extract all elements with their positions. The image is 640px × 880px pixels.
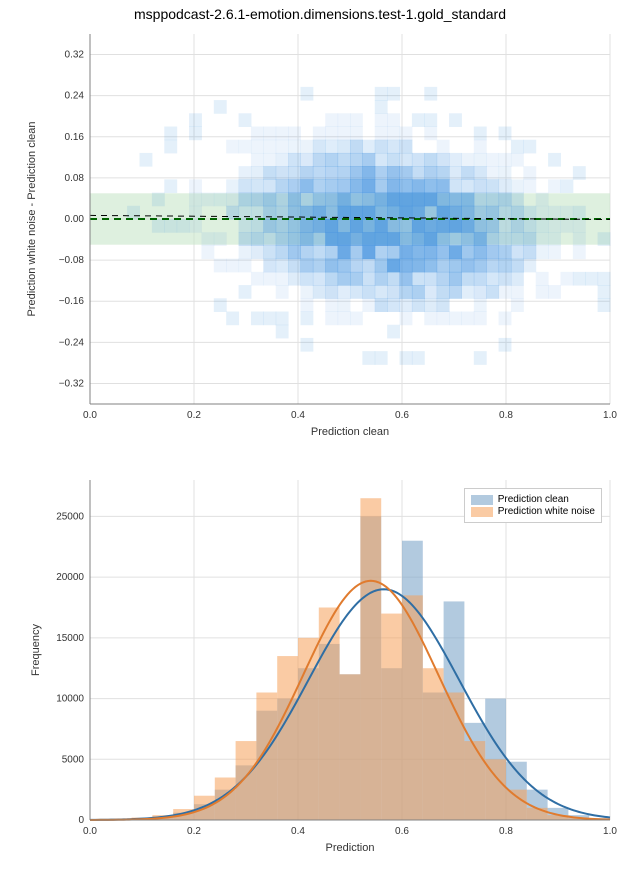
histogram-panel: 0.00.20.40.60.81.00500010000150002000025… <box>90 480 610 820</box>
svg-text:0.8: 0.8 <box>499 826 513 837</box>
svg-text:−0.24: −0.24 <box>59 337 85 348</box>
svg-text:0.8: 0.8 <box>499 410 513 421</box>
figure: msppodcast-2.6.1-emotion.dimensions.test… <box>0 0 640 880</box>
legend-label-noise: Prediction white noise <box>498 506 595 517</box>
svg-text:0.2: 0.2 <box>187 826 201 837</box>
svg-text:0: 0 <box>78 815 84 826</box>
figure-title: msppodcast-2.6.1-emotion.dimensions.test… <box>0 6 640 22</box>
legend: Prediction clean Prediction white noise <box>464 488 602 523</box>
svg-text:25000: 25000 <box>56 511 84 522</box>
svg-text:5000: 5000 <box>62 754 85 765</box>
legend-swatch-clean <box>471 495 493 505</box>
svg-text:0.08: 0.08 <box>65 173 85 184</box>
svg-text:−0.08: −0.08 <box>59 255 85 266</box>
svg-text:0.4: 0.4 <box>291 826 305 837</box>
scatter-xlabel: Prediction clean <box>90 426 610 438</box>
svg-text:0.24: 0.24 <box>65 91 85 102</box>
svg-text:1.0: 1.0 <box>603 826 617 837</box>
legend-label-clean: Prediction clean <box>498 494 569 505</box>
svg-text:1.0: 1.0 <box>603 410 617 421</box>
scatter-panel: 0.00.20.40.60.81.0−0.32−0.24−0.16−0.080.… <box>90 34 610 404</box>
histogram-svg: 0.00.20.40.60.81.00500010000150002000025… <box>90 480 610 820</box>
svg-text:0.16: 0.16 <box>65 132 85 143</box>
svg-text:−0.16: −0.16 <box>59 296 85 307</box>
svg-text:0.0: 0.0 <box>83 410 97 421</box>
svg-text:0.4: 0.4 <box>291 410 305 421</box>
scatter-ylabel: Prediction white noise - Prediction clea… <box>26 34 38 404</box>
legend-item-noise: Prediction white noise <box>471 506 595 517</box>
svg-text:−0.32: −0.32 <box>59 378 85 389</box>
svg-text:15000: 15000 <box>56 633 84 644</box>
svg-text:20000: 20000 <box>56 572 84 583</box>
svg-text:0.6: 0.6 <box>395 410 409 421</box>
histogram-ylabel: Frequency <box>30 480 42 820</box>
histogram-xlabel: Prediction <box>90 842 610 854</box>
scatter-svg: 0.00.20.40.60.81.0−0.32−0.24−0.16−0.080.… <box>90 34 610 404</box>
legend-swatch-noise <box>471 507 493 517</box>
legend-item-clean: Prediction clean <box>471 494 595 505</box>
svg-text:0.2: 0.2 <box>187 410 201 421</box>
svg-text:0.00: 0.00 <box>65 214 85 225</box>
svg-text:0.32: 0.32 <box>65 50 85 61</box>
svg-text:10000: 10000 <box>56 694 84 705</box>
svg-text:0.6: 0.6 <box>395 826 409 837</box>
svg-text:0.0: 0.0 <box>83 826 97 837</box>
